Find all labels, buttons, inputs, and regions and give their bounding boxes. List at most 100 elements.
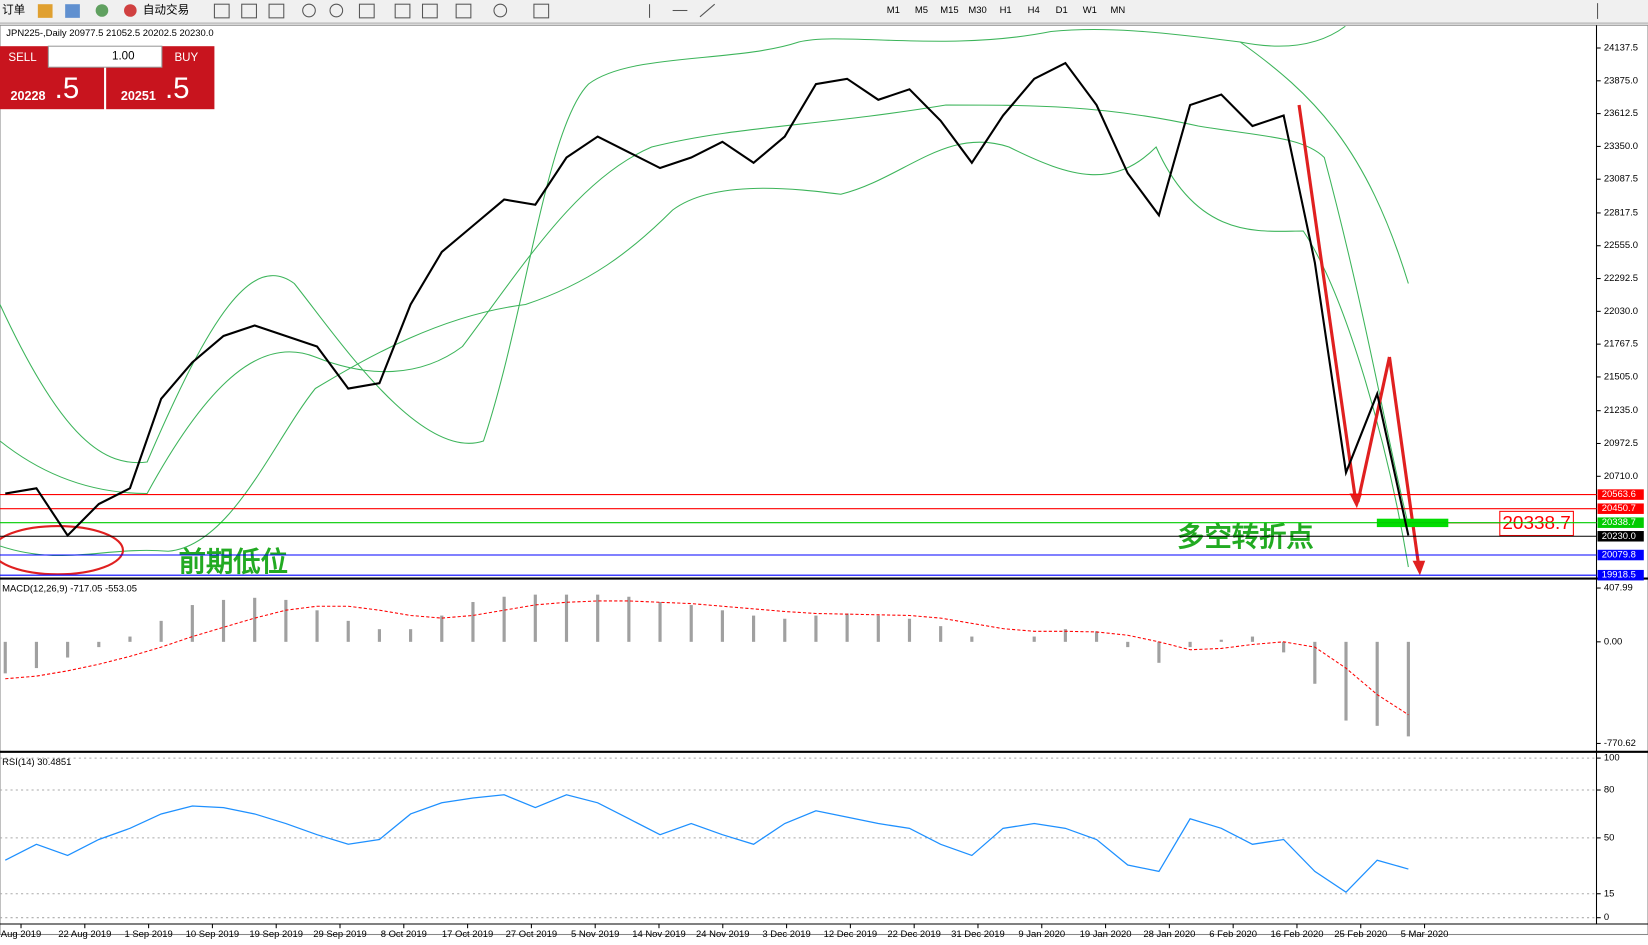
y-tick-label: 24137.5 [1604,43,1638,54]
x-tick-label: 29 Sep 2019 [313,929,367,940]
y-tick-label: -770.62 [1604,738,1636,749]
macd-bar [1313,641,1317,684]
x-tick-label: 8 Oct 2019 [381,929,427,940]
macd-bar [814,615,818,642]
macd-bar [253,597,257,642]
macd-bar [845,613,849,642]
x-tick-label: 24 Nov 2019 [696,929,750,940]
x-tick-label: 31 Dec 2019 [951,929,1005,940]
toolbar-icon[interactable] [95,4,109,17]
x-tick-label: 9 Jan 2020 [1018,929,1065,940]
macd-bar [1063,629,1067,642]
x-tick-label: 5 Nov 2019 [571,929,619,940]
x-tick-label: 19 Sep 2019 [249,929,303,940]
macd-bar [97,641,101,648]
chart-title: JPN225-,Daily 20977.5 21052.5 20202.5 20… [6,28,213,39]
y-tick-label: 21235.0 [1604,405,1638,416]
macd-bar [564,594,569,642]
lot-size[interactable]: 1.00 [112,51,134,63]
timeframe-button[interactable]: H1 [1000,5,1012,16]
x-tick-label: 27 Oct 2019 [506,929,557,940]
toolbar-icon[interactable] [37,4,53,18]
x-tick-label: 16 Feb 2020 [1270,929,1323,940]
y-tick-label: 22817.5 [1604,207,1638,218]
macd-bar [689,605,693,642]
y-tick-label: 21767.5 [1604,339,1638,350]
lot-box[interactable] [47,45,163,68]
toolbar-icon[interactable] [65,4,80,18]
level-label-box [1597,503,1644,514]
macd-bar [1126,641,1130,648]
y-tick-label: 407.99 [1604,583,1633,594]
y-tick-label: 22030.0 [1604,306,1638,317]
macd-title: MACD(12,26,9) -717.05 -553.05 [2,584,137,595]
x-tick-label: 12 Dec 2019 [824,929,878,940]
buy-button[interactable]: BUY [174,52,198,64]
x-tick-label: 10 Sep 2019 [186,929,240,940]
timeframe-button[interactable]: H4 [1028,5,1040,16]
macd-bar [1250,636,1255,642]
toolbar-item[interactable]: 订单 [2,4,25,17]
toolbar [0,0,1648,24]
sell-button[interactable]: SELL [8,52,37,64]
macd-bar [1375,641,1379,726]
macd-bar [752,615,756,642]
macd-bar [34,641,39,669]
y-tick-label: 21505.0 [1604,371,1638,382]
level-label-box [1597,489,1644,500]
x-tick-label: 14 Nov 2019 [632,929,686,940]
macd-bar [284,599,288,642]
x-tick-label: 28 Jan 2020 [1143,929,1195,940]
level-label: 20230.0 [1602,531,1636,542]
macd-bar [1032,636,1036,642]
sell-fraction: .5 [55,72,80,105]
y-tick-label: 23875.0 [1604,75,1638,86]
macd-bar [939,626,943,642]
x-tick-label: 17 Oct 2019 [442,929,493,940]
macd-bar [1094,631,1099,642]
buy-fraction: .5 [165,72,190,105]
timeframe-button[interactable]: D1 [1056,5,1068,16]
rsi-line [4,794,1409,893]
timeframe-button[interactable]: M5 [915,5,928,16]
macd-bar [1219,639,1223,642]
macd-bar [471,602,475,642]
trade-panel: SELL 1.00 BUY 20228 .5 20251 .5 [0,45,215,110]
circle-annotation [0,525,125,576]
macd-bar [1188,641,1192,648]
level-label: 20563.6 [1602,489,1636,500]
macd-bar [533,594,537,642]
macd-bar [907,618,912,642]
macd-bar [627,596,631,642]
level-label-box [1597,569,1644,581]
x-tick-label: 3 Dec 2019 [762,929,810,940]
macd-bar [377,629,381,642]
macd-bar [970,636,974,642]
macd-bar [190,605,194,642]
x-tick-label: 1 Sep 2019 [124,929,172,940]
x-tick-label: 22 Dec 2019 [887,929,941,940]
macd-bar [221,599,226,642]
marker-label: 20338.7 [1502,513,1570,534]
toolbar-item[interactable]: 自动交易 [143,3,189,17]
sell-price: 20228 [11,89,46,103]
level-label-box [1597,517,1644,528]
timeframe-button[interactable]: M30 [968,5,986,16]
timeframe-button[interactable]: MN [1111,5,1126,16]
level-label: 20450.7 [1602,503,1636,514]
macd-bar [596,594,600,642]
timeframe-button[interactable]: W1 [1083,5,1097,16]
macd-bar [3,641,7,674]
rsi-title: RSI(14) 30.4851 [2,757,71,768]
y-tick-label: 15 [1604,888,1615,899]
x-tick-label: 22 Aug 2019 [58,929,111,940]
macd-bar [876,615,880,642]
timeframe-button[interactable]: M1 [887,5,900,16]
toolbar-tools [213,3,1599,19]
chart-frame [0,24,1648,936]
toolbar-icon[interactable] [124,4,137,17]
timeframe-button[interactable]: M15 [940,5,958,16]
macd-bar [159,620,163,642]
macd-bar [66,641,70,658]
